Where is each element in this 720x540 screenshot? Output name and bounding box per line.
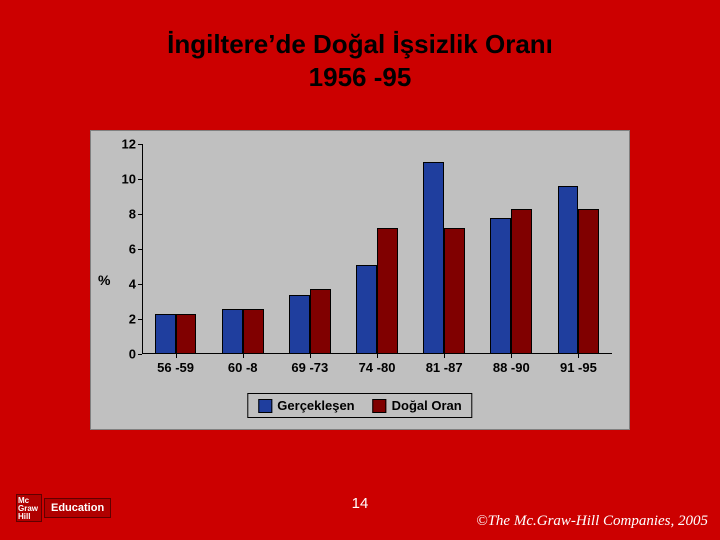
y-tick-mark [138,179,142,180]
chart-panel: % 02468101256 -5960 -869 -7374 -8081 -87… [90,130,630,430]
y-tick-mark [138,354,142,355]
y-axis-line [142,144,143,354]
chart-bar [356,265,377,354]
y-tick-mark [138,249,142,250]
chart-legend: Gerçekleşen Doğal Oran [247,393,472,418]
x-tick-mark [444,354,445,358]
x-tick-mark [511,354,512,358]
logo-text: Education [44,498,111,518]
page-number: 14 [352,495,369,512]
chart-bar [310,289,331,354]
y-tick-mark [138,284,142,285]
x-tick-label: 60 -8 [228,360,258,375]
legend-label: Doğal Oran [392,398,462,413]
x-tick-mark [578,354,579,358]
legend-item: Gerçekleşen [258,398,354,413]
x-tick-label: 88 -90 [493,360,530,375]
chart-bar [155,314,176,354]
y-tick-label: 12 [122,137,136,152]
y-tick-mark [138,214,142,215]
legend-swatch [373,399,387,413]
publisher-logo: Mc Graw Hill Education [16,494,111,522]
y-tick-label: 8 [129,207,136,222]
title-line2: 1956 -95 [309,62,412,92]
y-axis-title: % [98,272,110,288]
y-tick-mark [138,144,142,145]
chart-bar [578,209,599,354]
legend-swatch [258,399,272,413]
x-tick-label: 74 -80 [359,360,396,375]
y-tick-label: 10 [122,172,136,187]
chart-bar [222,309,243,355]
chart-plot: 02468101256 -5960 -869 -7374 -8081 -8788… [142,144,612,354]
logo-mark: Mc Graw Hill [16,494,42,522]
x-tick-mark [176,354,177,358]
chart-bar [444,228,465,354]
slide-title: İngiltere’de Doğal İşsizlik Oranı 1956 -… [0,28,720,93]
chart-bar [558,186,579,354]
chart-bar [511,209,532,354]
chart-bar [377,228,398,354]
x-tick-mark [243,354,244,358]
x-tick-label: 69 -73 [291,360,328,375]
y-tick-label: 6 [129,242,136,257]
chart-bar [289,295,310,355]
y-tick-label: 2 [129,312,136,327]
x-tick-mark [377,354,378,358]
x-tick-mark [310,354,311,358]
chart-bar [243,309,264,355]
x-tick-label: 91 -95 [560,360,597,375]
y-tick-mark [138,319,142,320]
slide: İngiltere’de Doğal İşsizlik Oranı 1956 -… [0,0,720,540]
copyright-text: ©The Mc.Graw-Hill Companies, 2005 [476,513,708,530]
chart-bar [490,218,511,355]
chart-bar [176,314,197,354]
legend-label: Gerçekleşen [277,398,354,413]
legend-item: Doğal Oran [373,398,462,413]
chart-bar [423,162,444,355]
x-tick-label: 81 -87 [426,360,463,375]
title-line1: İngiltere’de Doğal İşsizlik Oranı [167,29,553,59]
y-tick-label: 0 [129,347,136,362]
x-tick-label: 56 -59 [157,360,194,375]
y-tick-label: 4 [129,277,136,292]
